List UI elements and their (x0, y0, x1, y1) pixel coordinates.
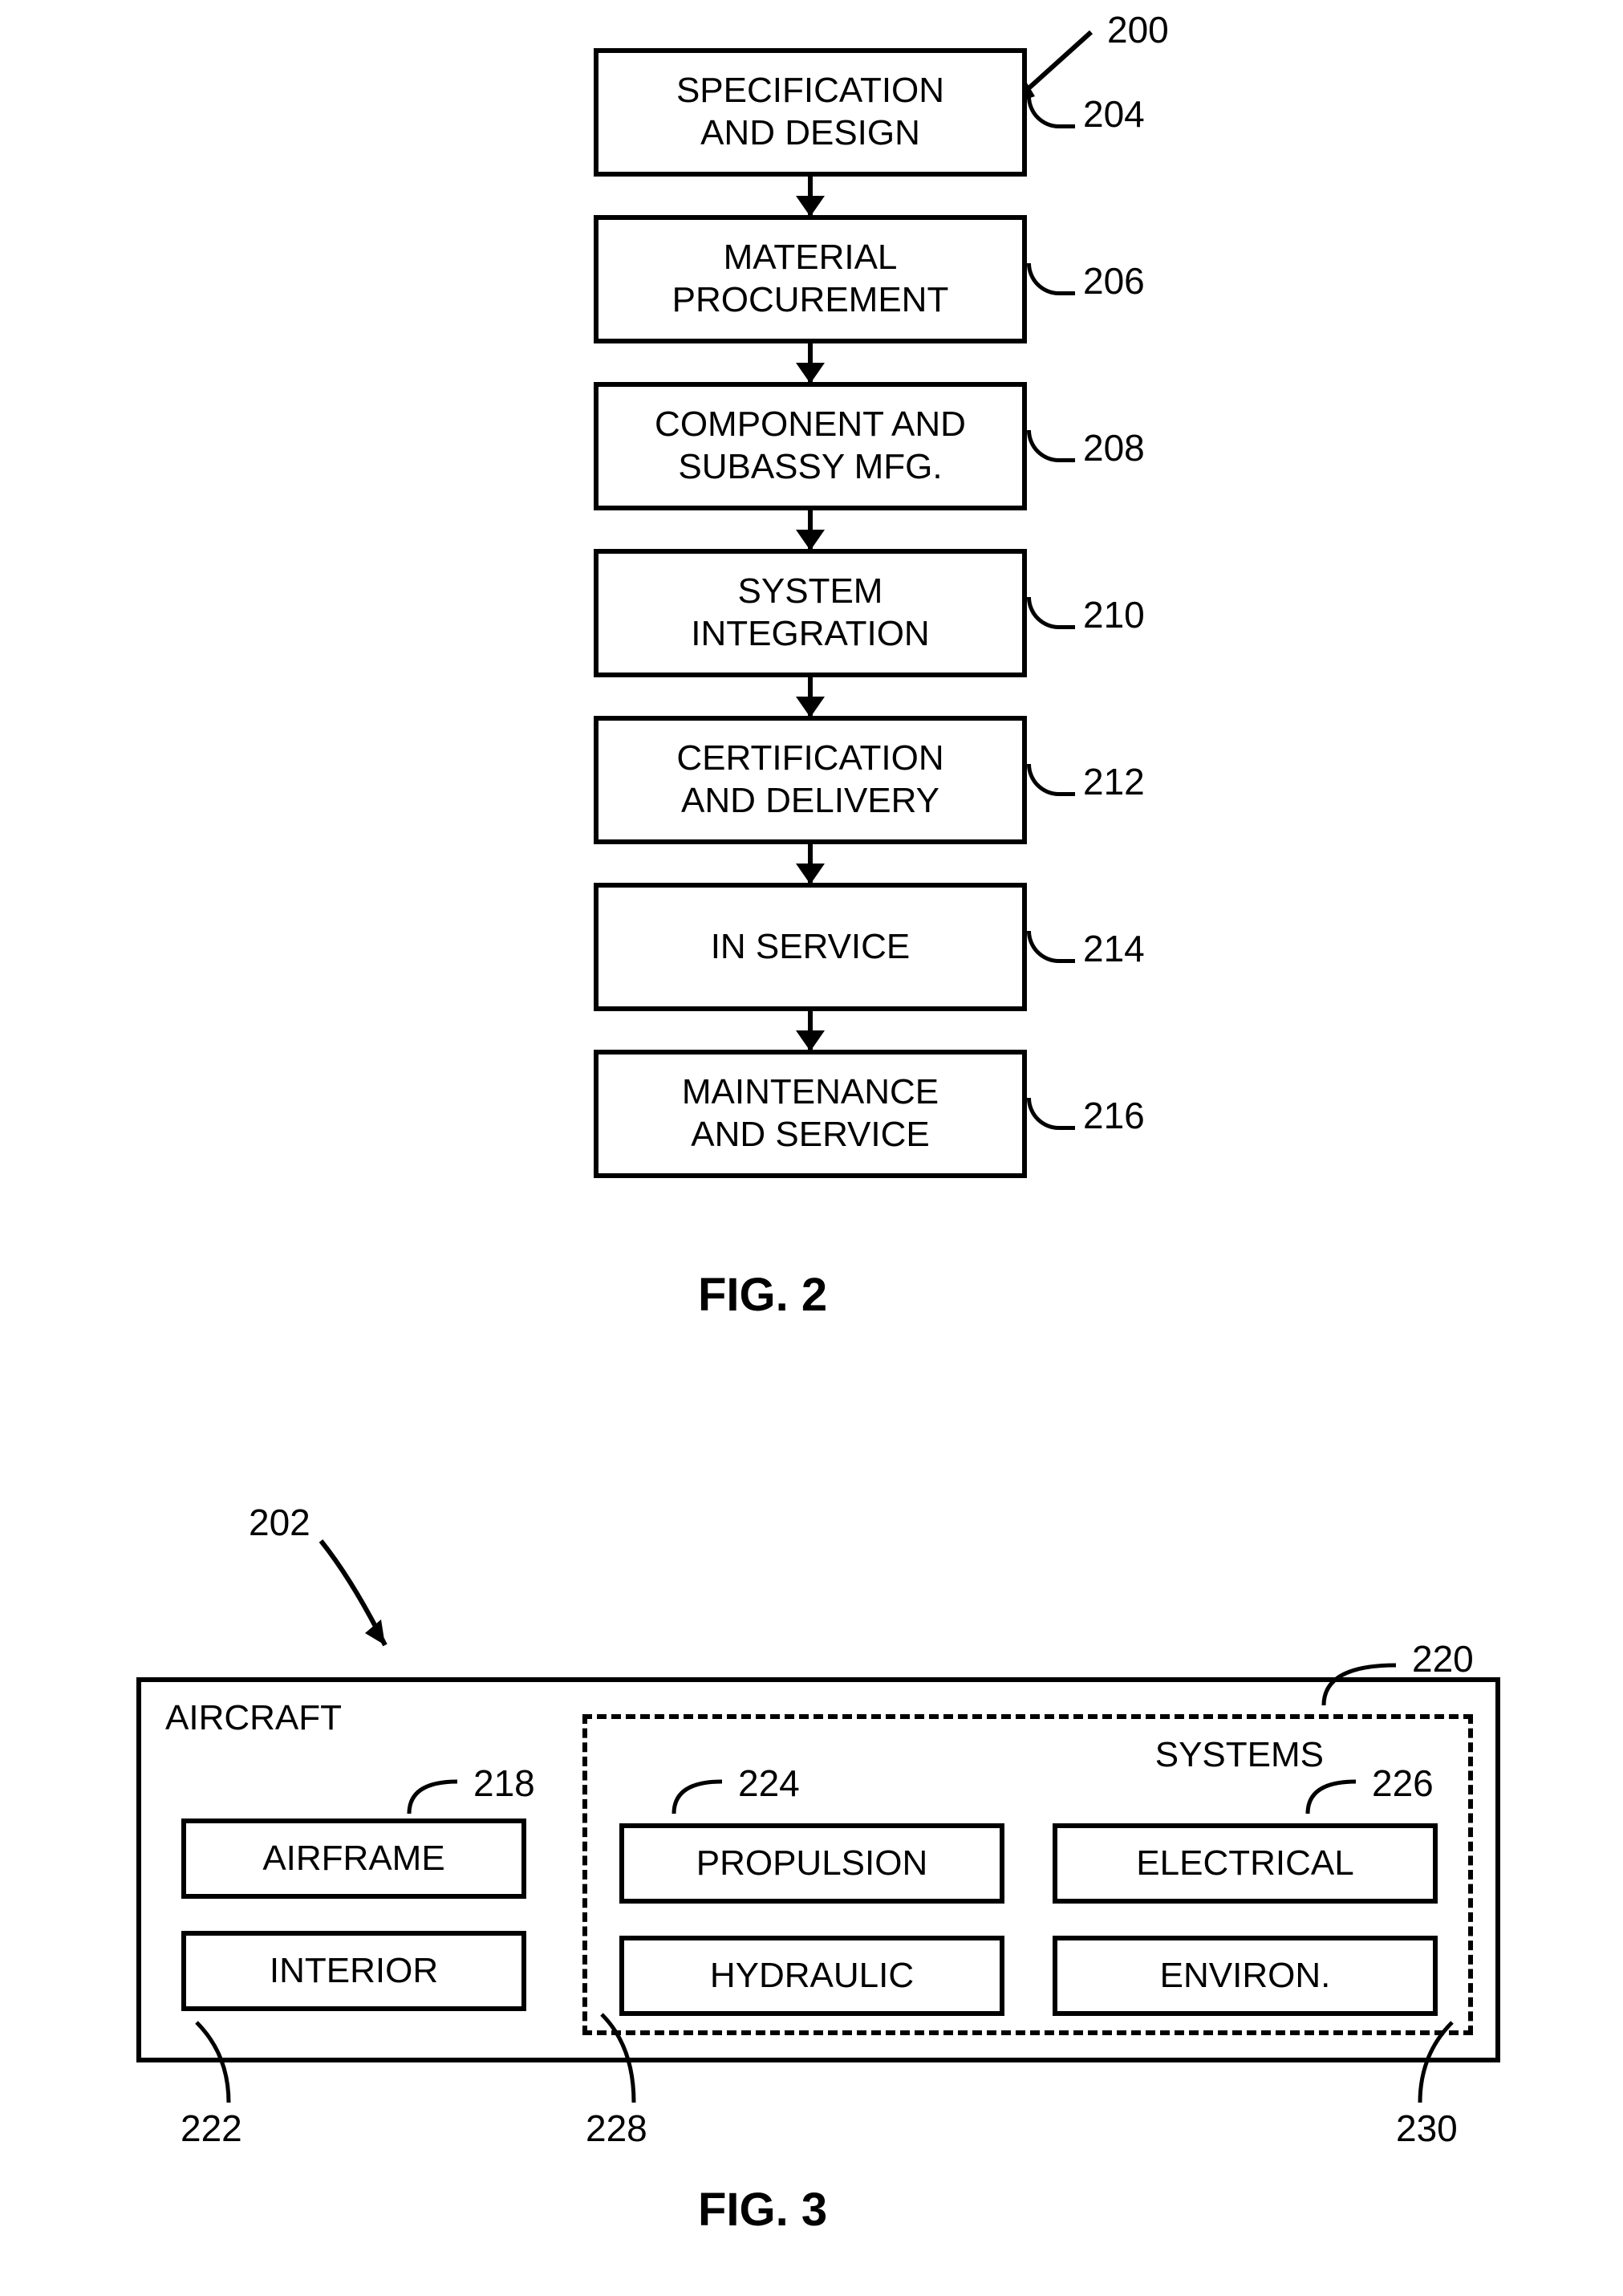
ref-212: 212 (1083, 760, 1145, 803)
ref-224: 224 (738, 1762, 800, 1805)
flow-label: CERTIFICATION AND DELIVERY (676, 738, 943, 823)
ref-228: 228 (586, 2107, 647, 2150)
aircraft-block: AIRCRAFT AIRFRAME INTERIOR SYSTEMS PROPU… (136, 1677, 1500, 2062)
flow-step-component: COMPONENT AND SUBASSY MFG. (594, 382, 1027, 510)
ref-hook-226 (1300, 1774, 1372, 1822)
box-environ: ENVIRON. (1053, 1936, 1438, 2016)
ref-220: 220 (1412, 1637, 1474, 1680)
flow-arrow (808, 343, 813, 382)
box-propulsion: PROPULSION (619, 1823, 1004, 1904)
flow-label: MAINTENANCE AND SERVICE (682, 1071, 939, 1156)
flow-step-certification: CERTIFICATION AND DELIVERY (594, 716, 1027, 844)
flow-label: MATERIAL PROCUREMENT (672, 237, 949, 322)
box-label: ENVIRON. (1160, 1956, 1331, 1996)
flow-arrow (808, 177, 813, 215)
flow-label: IN SERVICE (711, 926, 911, 969)
flow-arrow (808, 1011, 813, 1050)
ref-210: 210 (1083, 593, 1145, 636)
ref-hook-224 (666, 1774, 738, 1822)
flow-step-material: MATERIAL PROCUREMENT (594, 215, 1027, 343)
ref-214: 214 (1083, 927, 1145, 970)
flow-label: COMPONENT AND SUBASSY MFG. (655, 404, 966, 489)
fig3-caption: FIG. 3 (698, 2183, 827, 2237)
flow-label: SPECIFICATION AND DESIGN (676, 70, 944, 155)
ref-218: 218 (473, 1762, 535, 1805)
flow-arrow (808, 844, 813, 883)
box-label: PROPULSION (696, 1843, 928, 1884)
ref-216: 216 (1083, 1094, 1145, 1137)
flow-step-specification: SPECIFICATION AND DESIGN (594, 48, 1027, 177)
ref-arrow-202 (305, 1533, 417, 1661)
box-interior: INTERIOR (181, 1931, 526, 2011)
flow-arrow (808, 677, 813, 716)
flow-step-integration: SYSTEM INTEGRATION (594, 549, 1027, 677)
ref-hook-228 (594, 2006, 650, 2111)
ref-230: 230 (1396, 2107, 1458, 2150)
ref-206: 206 (1083, 259, 1145, 303)
systems-title: SYSTEMS (1155, 1735, 1324, 1775)
box-hydraulic: HYDRAULIC (619, 1936, 1004, 2016)
ref-226: 226 (1372, 1762, 1434, 1805)
flow-label: SYSTEM INTEGRATION (691, 571, 929, 656)
box-label: ELECTRICAL (1136, 1843, 1353, 1884)
aircraft-title: AIRCRAFT (165, 1698, 342, 1738)
ref-200: 200 (1107, 8, 1169, 51)
box-label: HYDRAULIC (710, 1956, 914, 1996)
flow-step-maintenance: MAINTENANCE AND SERVICE (594, 1050, 1027, 1178)
ref-222: 222 (181, 2107, 242, 2150)
ref-hook-218 (401, 1774, 473, 1822)
box-label: INTERIOR (270, 1951, 438, 1991)
box-airframe: AIRFRAME (181, 1819, 526, 1899)
ref-208: 208 (1083, 426, 1145, 469)
ref-hook-220 (1316, 1649, 1412, 1713)
box-label: AIRFRAME (262, 1839, 444, 1879)
systems-box: SYSTEMS PROPULSION ELECTRICAL HYDRAULIC … (582, 1714, 1473, 2035)
flow-arrow (808, 510, 813, 549)
ref-hook-230 (1412, 2014, 1468, 2111)
flow-step-inservice: IN SERVICE (594, 883, 1027, 1011)
fig2-caption: FIG. 2 (698, 1268, 827, 1322)
ref-204: 204 (1083, 92, 1145, 136)
ref-hook-222 (189, 2014, 245, 2111)
ref-202: 202 (249, 1501, 310, 1544)
box-electrical: ELECTRICAL (1053, 1823, 1438, 1904)
